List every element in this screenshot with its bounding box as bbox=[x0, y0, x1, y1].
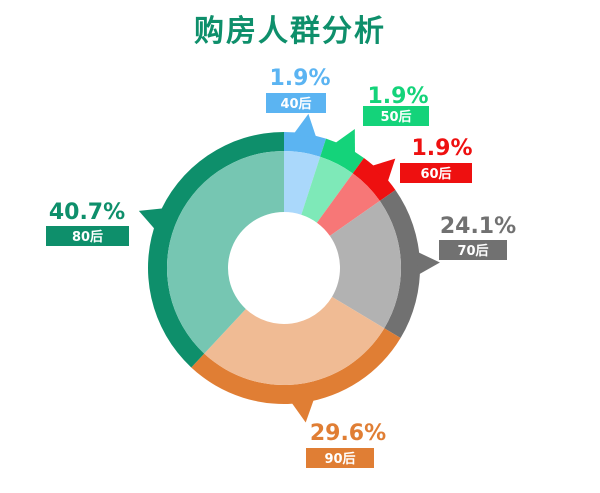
slice-2-pointer bbox=[371, 158, 396, 183]
slice-4-inner bbox=[204, 296, 385, 386]
slice-0-percent-label: 1.9% bbox=[269, 66, 330, 91]
slice-3-outer bbox=[379, 189, 420, 339]
slice-4-pointer bbox=[291, 398, 315, 423]
slice-4-outer bbox=[191, 328, 401, 404]
slice-5-category-label: 80后 bbox=[72, 229, 103, 245]
slice-5-outer bbox=[148, 132, 284, 368]
slice-1-category-label: 50后 bbox=[380, 109, 411, 125]
slice-0-inner bbox=[284, 151, 321, 215]
slice-1-pointer bbox=[334, 129, 356, 155]
slice-1-category-box bbox=[363, 106, 429, 126]
slice-2-inner bbox=[316, 173, 380, 236]
slice-2-outer bbox=[352, 157, 396, 201]
slice-5-percent-label: 40.7% bbox=[49, 200, 125, 225]
slice-0-pointer bbox=[293, 113, 317, 138]
slice-4-category-box bbox=[306, 448, 374, 468]
chart-title: 购房人群分析 bbox=[194, 14, 386, 49]
slice-5-pointer bbox=[138, 208, 165, 230]
slice-1-inner bbox=[301, 156, 353, 223]
slice-3-inner bbox=[329, 200, 402, 329]
slice-4-category-label: 90后 bbox=[324, 451, 355, 467]
slice-3-percent-label: 24.1% bbox=[440, 214, 516, 239]
slice-2-percent-label: 1.9% bbox=[411, 136, 472, 161]
slice-3-category-box bbox=[439, 240, 507, 260]
donut-hole bbox=[229, 213, 339, 323]
slice-2-category-label: 60后 bbox=[420, 166, 451, 182]
slice-5-inner bbox=[167, 151, 284, 354]
slice-0-category-label: 40后 bbox=[280, 96, 311, 112]
slice-1-percent-label: 1.9% bbox=[367, 84, 428, 109]
slice-5-category-box bbox=[46, 226, 129, 246]
slice-1-outer bbox=[320, 138, 364, 174]
slice-4-percent-label: 29.6% bbox=[310, 421, 386, 446]
slice-3-pointer bbox=[417, 251, 440, 276]
slice-2-category-box bbox=[400, 163, 472, 183]
slice-0-category-box bbox=[266, 93, 326, 113]
slice-0-outer bbox=[284, 132, 327, 157]
slice-3-category-label: 70后 bbox=[457, 243, 488, 259]
